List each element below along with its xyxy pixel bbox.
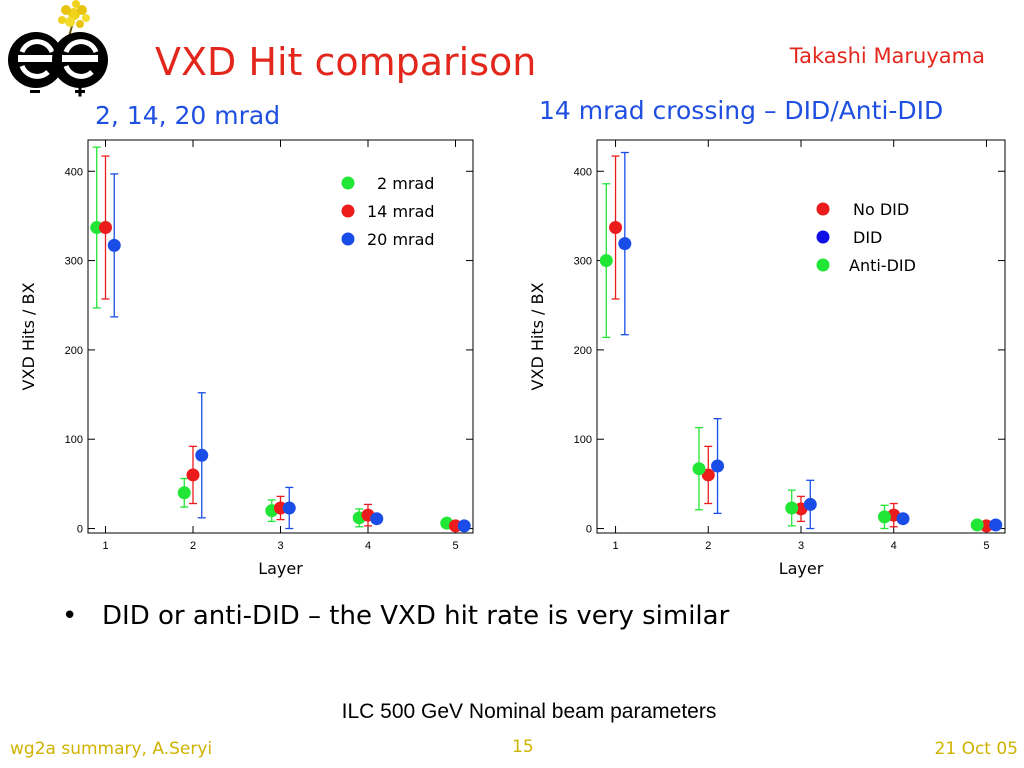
- author-name: Takashi Maruyama: [789, 44, 985, 68]
- right-chart-subtitle: 14 mrad crossing – DID/Anti-DID: [539, 96, 944, 125]
- right-plot-frame: [596, 139, 1006, 534]
- right-y-tick-label: 200: [574, 345, 592, 357]
- right-data-point: [609, 221, 623, 235]
- logo-flower: [58, 0, 90, 61]
- right-data-point: [989, 518, 1003, 532]
- right-y-tick-label: 0: [586, 524, 592, 536]
- left-x-tick-label: 4: [365, 540, 371, 552]
- right-legend-label: Anti-DID: [849, 256, 916, 275]
- right-x-tick-label: 2: [705, 540, 711, 552]
- left-legend-marker: [341, 176, 355, 190]
- left-x-axis-label: Layer: [258, 559, 303, 578]
- ee-logo: [8, 0, 108, 97]
- left-legend-label: 20 mrad: [367, 230, 435, 249]
- left-legend-label: 14 mrad: [367, 202, 435, 221]
- left-y-tick-label: 400: [65, 166, 83, 178]
- left-data-point: [177, 486, 191, 500]
- footer-date: 21 Oct 05: [934, 739, 1018, 759]
- left-data-point: [99, 221, 112, 235]
- right-data-point: [896, 512, 910, 526]
- left-y-tick-label: 300: [65, 256, 83, 268]
- right-y-tick-label: 100: [574, 434, 592, 446]
- left-x-tick-label: 2: [190, 540, 196, 552]
- right-data-point: [692, 462, 706, 476]
- right-legend-label: DID: [853, 228, 882, 247]
- logo-plus-sign: [75, 86, 85, 97]
- footer-presenter: wg2a summary, A.Seryi: [10, 739, 213, 759]
- right-x-tick-label: 3: [798, 540, 804, 552]
- right-data-point: [970, 518, 984, 532]
- left-x-tick-label: 1: [102, 540, 108, 552]
- logo-minus-sign: [30, 90, 40, 93]
- left-x-tick-label: 3: [277, 540, 283, 552]
- right-y-tick-label: 400: [574, 166, 592, 178]
- beam-parameters-note: ILC 500 GeV Nominal beam parameters: [341, 700, 717, 723]
- right-legend-marker: [816, 202, 830, 216]
- left-data-point: [195, 448, 209, 462]
- bullet-point: • DID or anti-DID – the VXD hit rate is v…: [62, 601, 729, 631]
- left-data-point: [186, 468, 200, 482]
- right-data-point: [803, 497, 817, 511]
- right-x-axis-label: Layer: [779, 559, 824, 578]
- left-y-axis-label: VXD Hits / BX: [19, 283, 38, 391]
- left-chart-subtitle: 2, 14, 20 mrad: [95, 101, 281, 130]
- right-legend-label: No DID: [853, 200, 909, 219]
- right-legend-marker: [816, 258, 830, 272]
- right-data-point: [785, 501, 799, 515]
- bullet-dot: •: [62, 601, 78, 631]
- right-x-tick-label: 4: [891, 540, 897, 552]
- left-y-tick-label: 0: [77, 524, 83, 536]
- right-x-tick-label: 5: [983, 540, 989, 552]
- left-data-point: [457, 519, 471, 533]
- slide-title: VXD Hit comparison: [155, 40, 537, 84]
- right-data-point: [701, 468, 715, 482]
- right-x-tick-label: 1: [612, 540, 618, 552]
- right-data-point: [877, 510, 891, 524]
- left-y-tick-label: 200: [65, 345, 83, 357]
- left-data-point: [282, 501, 296, 515]
- bullet-text: DID or anti-DID – the VXD hit rate is ve…: [102, 601, 730, 631]
- right-data-point: [599, 254, 613, 268]
- left-data-point: [370, 512, 384, 526]
- right-data-point: [711, 459, 725, 473]
- left-legend-marker: [341, 232, 355, 246]
- right-legend-marker: [816, 230, 830, 244]
- footer-page-number: 15: [512, 737, 534, 757]
- right-y-tick-label: 300: [574, 256, 592, 268]
- left-y-tick-label: 100: [65, 434, 83, 446]
- left-legend-marker: [341, 204, 355, 218]
- right-data-point: [618, 237, 632, 251]
- logo-e-letters: [8, 32, 108, 88]
- left-x-tick-label: 5: [452, 540, 458, 552]
- left-data-point: [107, 238, 121, 252]
- left-legend-label: 2 mrad: [377, 174, 434, 193]
- right-y-axis-label: VXD Hits / BX: [528, 283, 547, 391]
